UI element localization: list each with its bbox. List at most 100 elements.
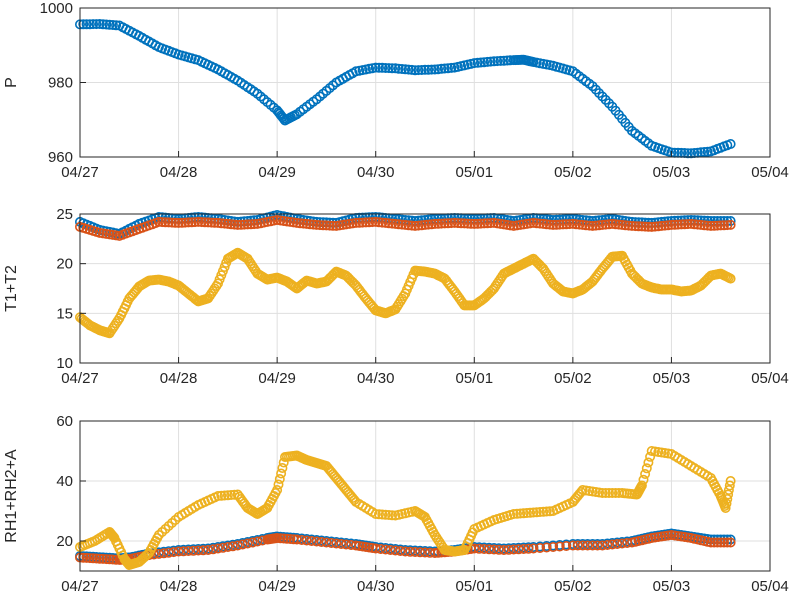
data-point — [176, 217, 187, 228]
data-point — [203, 217, 214, 228]
data-point — [603, 487, 614, 498]
x-tick-label: 05/03 — [653, 578, 691, 595]
data-point — [659, 220, 670, 231]
data-point — [385, 544, 396, 555]
data-point — [429, 547, 440, 558]
data-point — [208, 544, 219, 555]
data-point — [84, 553, 95, 564]
data-point — [111, 318, 122, 329]
series-3 — [75, 247, 736, 339]
data-point — [718, 220, 729, 231]
data-point — [101, 554, 112, 565]
data-point — [380, 544, 391, 555]
data-point — [439, 63, 450, 74]
data-point — [572, 540, 583, 551]
data-point — [679, 219, 690, 230]
data-point — [538, 218, 549, 229]
data-point — [219, 490, 230, 501]
data-point — [643, 221, 654, 232]
data-point — [475, 218, 486, 229]
data-point — [107, 323, 118, 334]
data-point — [603, 219, 614, 230]
data-point — [153, 548, 164, 559]
data-point — [390, 545, 401, 556]
data-point — [539, 266, 550, 277]
data-point — [373, 62, 384, 73]
data-point — [249, 263, 260, 274]
data-point — [676, 219, 687, 230]
data-point — [209, 217, 220, 228]
data-point — [247, 537, 258, 548]
data-point — [357, 217, 368, 228]
data-point — [433, 64, 444, 75]
data-point — [722, 493, 733, 504]
data-point — [396, 219, 407, 230]
data-point — [557, 219, 568, 230]
data-point — [419, 219, 430, 230]
data-point — [607, 539, 618, 550]
data-point — [157, 217, 168, 228]
data-point — [274, 473, 285, 484]
data-point — [718, 537, 729, 548]
data-point — [387, 510, 398, 521]
data-point — [183, 217, 194, 228]
data-point — [327, 220, 338, 231]
data-point — [419, 547, 430, 558]
data-point — [416, 220, 427, 231]
data-point — [316, 536, 327, 547]
data-point — [503, 544, 514, 555]
x-tick-label: 05/02 — [554, 578, 592, 595]
data-point — [336, 538, 347, 549]
y-axis-label: RH1+RH2+A — [3, 449, 20, 543]
data-point — [360, 217, 371, 228]
x-tick-label: 05/04 — [751, 370, 789, 387]
data-point — [590, 220, 601, 231]
data-point — [541, 219, 552, 230]
data-point — [705, 537, 716, 548]
data-point — [209, 283, 220, 294]
data-point — [377, 509, 388, 520]
data-point — [641, 463, 652, 474]
x-tick-label: 05/03 — [653, 164, 691, 181]
data-point — [587, 540, 598, 551]
x-tick-label: 05/01 — [456, 370, 494, 387]
data-point — [485, 218, 496, 229]
data-point — [390, 218, 401, 229]
data-point — [367, 217, 378, 228]
data-point — [636, 221, 647, 232]
data-point — [81, 19, 92, 30]
data-point — [528, 543, 539, 554]
data-point — [242, 219, 253, 230]
data-point — [252, 536, 263, 547]
data-point — [245, 219, 256, 230]
data-point — [645, 451, 656, 462]
data-point — [393, 219, 404, 230]
data-point — [370, 62, 381, 73]
data-point — [617, 219, 628, 230]
x-tick-label: 04/29 — [258, 578, 296, 595]
data-point — [534, 218, 545, 229]
data-point — [350, 217, 361, 228]
data-point — [170, 217, 181, 228]
data-point — [462, 218, 473, 229]
data-point — [538, 506, 549, 517]
data-point — [213, 490, 224, 501]
data-point — [513, 544, 524, 555]
data-point — [656, 220, 667, 231]
data-point — [158, 548, 169, 559]
data-point — [193, 545, 204, 556]
data-point — [571, 219, 582, 230]
x-tick-label: 05/02 — [554, 164, 592, 181]
y-tick-label: 980 — [48, 75, 73, 92]
data-point — [518, 543, 529, 554]
data-point — [413, 65, 424, 76]
data-point — [534, 260, 545, 271]
data-point — [222, 541, 233, 552]
data-point — [469, 218, 480, 229]
data-point — [712, 220, 723, 231]
data-point — [482, 56, 493, 67]
x-tick-label: 04/29 — [258, 164, 296, 181]
data-point — [592, 540, 603, 551]
data-point — [98, 19, 109, 30]
